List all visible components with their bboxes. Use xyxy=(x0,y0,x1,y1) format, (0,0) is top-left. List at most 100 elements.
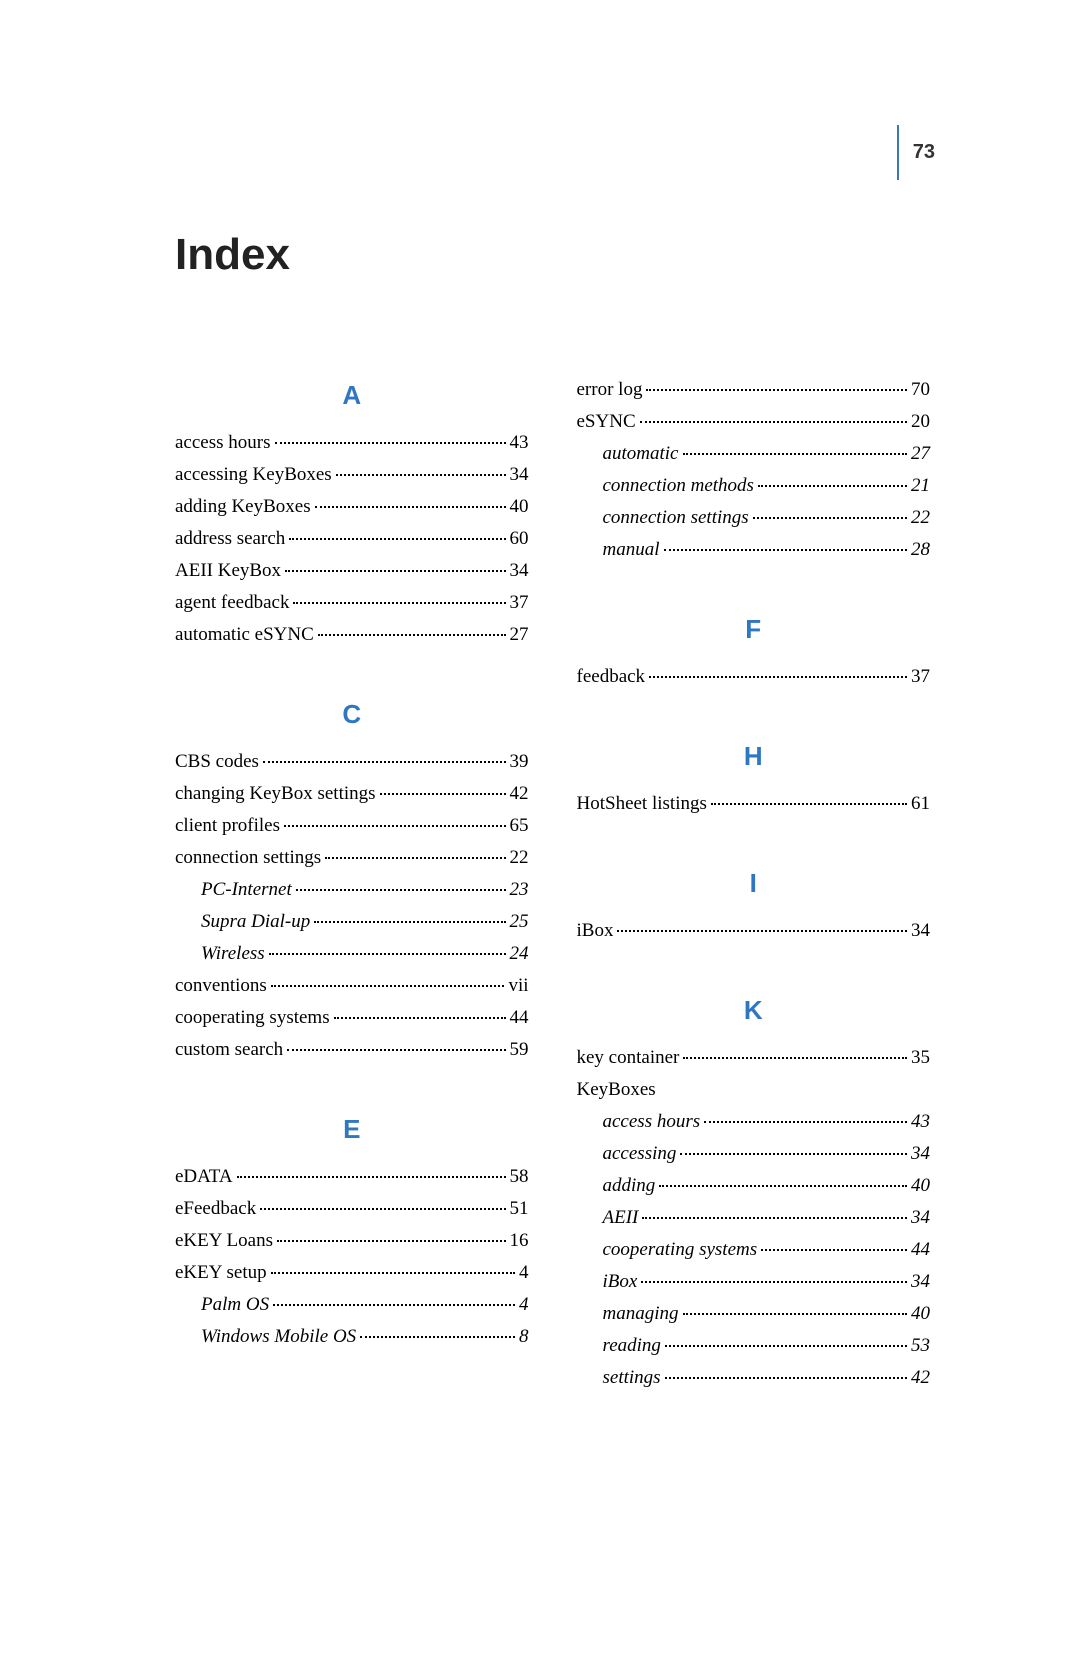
leader-dots xyxy=(271,1272,515,1274)
index-term: connection settings xyxy=(175,848,321,867)
index-term: access hours xyxy=(603,1112,701,1131)
index-entry: conventionsvii xyxy=(175,976,529,995)
index-term: cooperating systems xyxy=(175,1008,330,1027)
leader-dots xyxy=(289,538,505,540)
index-entry: address search 60 xyxy=(175,529,529,548)
leader-dots xyxy=(711,803,907,805)
leader-dots xyxy=(641,1281,907,1283)
leader-dots xyxy=(683,1057,907,1059)
index-term: Wireless xyxy=(201,944,265,963)
leader-dots xyxy=(753,517,907,519)
index-page-ref: 34 xyxy=(510,561,529,580)
index-page-ref: 43 xyxy=(911,1112,930,1131)
index-entry: eFeedback 51 xyxy=(175,1199,529,1218)
section-gap xyxy=(577,1400,931,1430)
index-page-ref: 24 xyxy=(510,944,529,963)
leader-dots xyxy=(665,1345,907,1347)
leader-dots xyxy=(271,985,505,987)
index-term: AEII KeyBox xyxy=(175,561,281,580)
index-page-ref: 34 xyxy=(911,1144,930,1163)
index-entry: key container35 xyxy=(577,1048,931,1067)
index-term: eSYNC xyxy=(577,412,636,431)
index-term: address search xyxy=(175,529,285,548)
leader-dots xyxy=(260,1208,505,1210)
leader-dots xyxy=(680,1153,907,1155)
index-page-ref: 51 xyxy=(510,1199,529,1218)
index-entry: access hours43 xyxy=(175,433,529,452)
index-columns: Aaccess hours43accessing KeyBoxes34addin… xyxy=(175,380,930,1430)
index-entry: eDATA 58 xyxy=(175,1167,529,1186)
index-page-ref: 16 xyxy=(510,1231,529,1250)
index-term: settings xyxy=(603,1368,661,1387)
index-term: Palm OS xyxy=(201,1295,269,1314)
index-page-ref: 28 xyxy=(911,540,930,559)
index-term: accessing xyxy=(603,1144,677,1163)
index-entry: automatic eSYNC27 xyxy=(175,625,529,644)
index-entry: eSYNC 20 xyxy=(577,412,931,431)
index-entry: connection methods 21 xyxy=(577,476,931,495)
index-column-left: Aaccess hours43accessing KeyBoxes34addin… xyxy=(175,380,529,1430)
index-term: managing xyxy=(603,1304,679,1323)
section-gap xyxy=(577,826,931,856)
leader-dots xyxy=(761,1249,907,1251)
index-term: Supra Dial-up xyxy=(201,912,310,931)
leader-dots xyxy=(646,389,907,391)
index-page-ref: 60 xyxy=(510,529,529,548)
leader-dots xyxy=(704,1121,907,1123)
section-gap xyxy=(175,1072,529,1102)
index-term: connection methods xyxy=(603,476,754,495)
leader-dots xyxy=(665,1377,907,1379)
index-page-ref: 37 xyxy=(911,667,930,686)
index-entry: AEII34 xyxy=(577,1208,931,1227)
leader-dots xyxy=(380,793,506,795)
index-entry: iBox34 xyxy=(577,1272,931,1291)
index-term: eKEY setup xyxy=(175,1263,267,1282)
index-entry: manual28 xyxy=(577,540,931,559)
index-entry: connection settings22 xyxy=(577,508,931,527)
leader-dots xyxy=(642,1217,907,1219)
index-entry: CBS codes39 xyxy=(175,752,529,771)
index-page-ref: 8 xyxy=(519,1327,529,1346)
page-number-rule xyxy=(897,125,899,180)
index-page-ref: 59 xyxy=(510,1040,529,1059)
index-page-ref: vii xyxy=(508,976,528,995)
page-number: 73 xyxy=(913,141,935,164)
index-page-ref: 37 xyxy=(510,593,529,612)
leader-dots xyxy=(640,421,907,423)
section-letter: K xyxy=(577,995,931,1026)
index-term: eFeedback xyxy=(175,1199,256,1218)
index-entry: accessing KeyBoxes34 xyxy=(175,465,529,484)
index-term: eDATA xyxy=(175,1167,233,1186)
index-term: adding xyxy=(603,1176,656,1195)
leader-dots xyxy=(269,953,506,955)
section-letter: H xyxy=(577,741,931,772)
index-entry: Palm OS4 xyxy=(175,1295,529,1314)
index-entry: agent feedback37 xyxy=(175,593,529,612)
index-page-ref: 20 xyxy=(911,412,930,431)
leader-dots xyxy=(314,921,505,923)
index-page-ref: 40 xyxy=(510,497,529,516)
index-entry: PC-Internet23 xyxy=(175,880,529,899)
index-entry: Supra Dial-up25 xyxy=(175,912,529,931)
index-page-ref: 27 xyxy=(911,444,930,463)
index-entry: iBox34 xyxy=(577,921,931,940)
index-page-ref: 61 xyxy=(911,794,930,813)
index-page-ref: 44 xyxy=(510,1008,529,1027)
index-page-ref: 58 xyxy=(510,1167,529,1186)
index-term: accessing KeyBoxes xyxy=(175,465,332,484)
index-entry: cooperating systems44 xyxy=(577,1240,931,1259)
index-term: adding KeyBoxes xyxy=(175,497,311,516)
leader-dots xyxy=(758,485,907,487)
index-entry: adding40 xyxy=(577,1176,931,1195)
index-entry: custom search59 xyxy=(175,1040,529,1059)
section-gap xyxy=(577,572,931,602)
index-term: CBS codes xyxy=(175,752,259,771)
index-term: access hours xyxy=(175,433,271,452)
index-term: HotSheet listings xyxy=(577,794,707,813)
index-entry: Windows Mobile OS8 xyxy=(175,1327,529,1346)
index-page-ref: 21 xyxy=(911,476,930,495)
index-entry: managing40 xyxy=(577,1304,931,1323)
index-entry: Wireless 24 xyxy=(175,944,529,963)
index-term: iBox xyxy=(603,1272,638,1291)
index-term: client profiles xyxy=(175,816,280,835)
